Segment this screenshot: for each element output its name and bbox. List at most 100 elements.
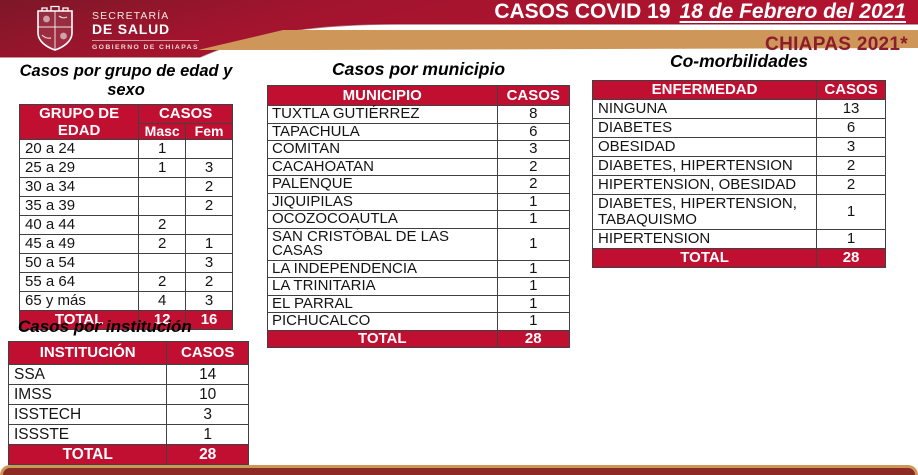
cell-cases: 2 xyxy=(496,157,571,176)
cell-group: 55 a 64 xyxy=(18,272,140,292)
region-label: CHIAPAS 2021* xyxy=(765,34,908,55)
total-label: TOTAL xyxy=(7,444,168,465)
age-sex-table: GRUPO DE EDAD CASOS Masc Fem 20 a 24 1 25 … xyxy=(18,104,233,330)
table-row: 65 y más 4 3 xyxy=(18,291,233,311)
table-row: COMITAN 3 xyxy=(267,140,571,159)
cell-fem: 2 xyxy=(185,177,233,197)
table-row: NINGUNA 13 xyxy=(591,99,886,119)
cell-name: IMSS xyxy=(7,384,168,405)
table-row: TUXTLA GUTIÉRREZ 8 xyxy=(267,105,571,124)
col-header-cases: CASOS xyxy=(496,85,571,106)
table-row: DIABETES 6 xyxy=(591,118,886,138)
cell-cases: 2 xyxy=(816,156,886,176)
col-header-enfermedad: ENFERMEDAD xyxy=(591,80,818,100)
cell-masc xyxy=(138,253,187,273)
cell-cases: 2 xyxy=(496,175,571,194)
cell-name: OBESIDAD xyxy=(591,137,818,157)
footer-band xyxy=(0,465,918,475)
table-row: SSA 14 xyxy=(7,364,249,385)
cell-cases: 1 xyxy=(166,424,249,445)
total-label: TOTAL xyxy=(18,310,140,330)
col-header-cases: CASOS xyxy=(138,104,233,124)
cell-fem: 2 xyxy=(185,272,233,292)
table-row: LA INDEPENDENCIA 1 xyxy=(267,259,571,278)
institution-table: INSTITUCIÓN CASOS SSA 14 IMSS 10 ISSTECH 3 ISS… xyxy=(7,341,249,465)
cell-fem xyxy=(185,215,233,235)
cell-name: TUXTLA GUTIÉRREZ xyxy=(267,105,498,124)
comorbidities-panel: Co-morbilidades ENFERMEDAD CASOS NINGUNA… xyxy=(591,51,886,268)
cell-name: PALENQUE xyxy=(267,175,498,194)
total-value: 28 xyxy=(496,329,571,348)
table-row: SAN CRISTÓBAL DE LAS CASAS 1 xyxy=(267,227,571,261)
cell-group: 40 a 44 xyxy=(18,215,140,235)
table-row: HIPERTENSION 1 xyxy=(591,229,886,249)
col-header-institucion: INSTITUCIÓN xyxy=(7,341,168,365)
page-title: CASOS COVID 19 18 de Febrero del 2021 xyxy=(494,0,906,24)
total-label: TOTAL xyxy=(591,248,818,268)
municipio-title: Casos por municipio xyxy=(331,59,506,79)
cell-cases: 1 xyxy=(496,259,571,278)
col-header-municipio: MUNICIPIO xyxy=(267,85,498,106)
cell-cases: 13 xyxy=(816,99,886,119)
cell-cases: 1 xyxy=(496,210,571,229)
cell-name: LA TRINITARIA xyxy=(267,277,498,296)
cell-fem xyxy=(185,139,233,159)
cell-group: 50 a 54 xyxy=(18,253,140,273)
cell-name: OCOZOCOAUTLA xyxy=(267,210,498,229)
cell-cases: 1 xyxy=(496,277,571,296)
table-row: ISSSTE 1 xyxy=(7,424,249,445)
cell-cases: 6 xyxy=(816,118,886,138)
cell-masc xyxy=(138,196,187,216)
total-fem: 16 xyxy=(185,310,233,330)
age-sex-title: Casos por grupo de edad y sexo xyxy=(19,62,233,99)
cell-fem: 3 xyxy=(185,291,233,311)
table-row: JIQUIPILAS 1 xyxy=(267,192,571,211)
cell-masc: 2 xyxy=(138,272,187,292)
logo-line2: DE SALUD xyxy=(92,21,170,37)
cell-name: ISSSTE xyxy=(7,424,168,445)
table-row: HIPERTENSION, OBESIDAD 2 xyxy=(591,175,886,195)
cell-fem: 1 xyxy=(185,234,233,254)
cell-cases: 1 xyxy=(496,312,571,331)
cell-cases: 1 xyxy=(496,227,571,261)
logo-text: SECRETARÍA DE SALUD GOBIERNO DE CHIAPAS xyxy=(92,10,199,55)
table-row: OCOZOCOAUTLA 1 xyxy=(267,210,571,229)
total-row: TOTAL 28 xyxy=(267,329,571,348)
cell-name: ISSTECH xyxy=(7,404,168,425)
cell-cases: 3 xyxy=(496,140,571,159)
cell-name: EL PARRAL xyxy=(267,294,498,313)
cell-group: 30 a 34 xyxy=(18,177,140,197)
cell-group: 35 a 39 xyxy=(18,196,140,216)
cell-masc: 2 xyxy=(138,215,187,235)
table-row: IMSS 10 xyxy=(7,384,249,405)
logo-crest-icon xyxy=(37,5,73,51)
col-header-group: GRUPO DE EDAD xyxy=(18,104,140,140)
col-header-cases: CASOS xyxy=(166,341,249,365)
total-value: 28 xyxy=(166,444,249,465)
cell-cases: 10 xyxy=(166,384,249,405)
cell-cases: 2 xyxy=(816,175,886,195)
institution-title: Casos por institución xyxy=(18,317,192,336)
table-row: 50 a 54 3 xyxy=(18,253,233,273)
logo-line1: SECRETARÍA xyxy=(92,10,170,22)
page-title-text: CASOS COVID 19 xyxy=(494,0,671,23)
table-row: OBESIDAD 3 xyxy=(591,137,886,157)
table-row: LA TRINITARIA 1 xyxy=(267,277,571,296)
total-label: TOTAL xyxy=(267,329,498,348)
cell-masc: 1 xyxy=(138,158,187,178)
table-row: TAPACHULA 6 xyxy=(267,122,571,141)
table-row: 55 a 64 2 2 xyxy=(18,272,233,292)
cell-name: JIQUIPILAS xyxy=(267,192,498,211)
comorbidities-title: Co-morbilidades xyxy=(669,51,809,71)
cell-cases: 8 xyxy=(496,105,571,124)
cell-name: SAN CRISTÓBAL DE LAS CASAS xyxy=(267,227,498,261)
cell-fem: 3 xyxy=(185,253,233,273)
cell-cases: 3 xyxy=(166,404,249,425)
comorbidities-table: ENFERMEDAD CASOS NINGUNA 13 DIABETES 6 OBESI… xyxy=(591,80,886,268)
cell-cases: 1 xyxy=(496,192,571,211)
table-row: CACAHOATAN 2 xyxy=(267,157,571,176)
cell-name: DIABETES, HIPERTENSION xyxy=(591,156,818,176)
cell-name: DIABETES, HIPERTENSION, TABAQUISMO xyxy=(591,194,818,230)
cell-group: 25 a 29 xyxy=(18,158,140,178)
